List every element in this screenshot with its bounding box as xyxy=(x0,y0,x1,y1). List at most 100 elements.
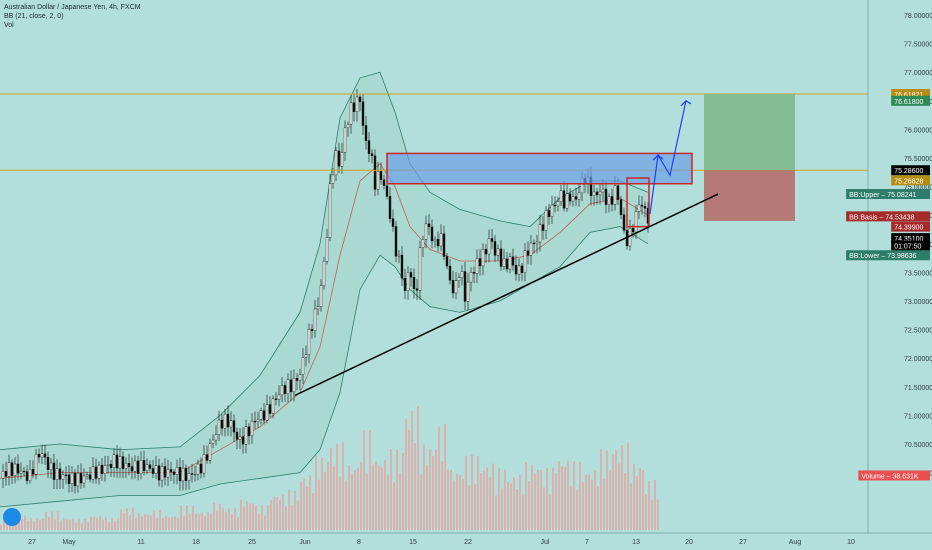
volume-bar xyxy=(306,486,308,530)
volume-bar xyxy=(501,488,503,530)
volume-bar xyxy=(96,517,98,530)
candle-body xyxy=(505,258,509,270)
volume-bar xyxy=(483,470,485,530)
volume-bar xyxy=(495,495,497,530)
price-label-bg xyxy=(858,470,930,481)
volume-bar xyxy=(345,480,347,530)
candle-body xyxy=(334,150,338,176)
candle-body xyxy=(532,242,536,245)
candle-body xyxy=(13,463,17,476)
price-label-bg xyxy=(891,240,930,251)
price-axis-label[interactable]: BB:Basis – 74.53438 xyxy=(846,211,930,222)
volume-bar xyxy=(537,469,539,530)
volume-indicator-label[interactable]: Vol xyxy=(4,22,14,29)
time-tick-label: 27 xyxy=(739,539,747,546)
candle-body xyxy=(280,385,284,396)
tradingview-logo-icon[interactable] xyxy=(3,508,21,526)
candle-body xyxy=(178,466,182,482)
price-axis-label[interactable]: Volume – 38.631K xyxy=(858,470,930,481)
volume-bar xyxy=(429,448,431,530)
target-profit-box xyxy=(704,94,795,171)
candle-body xyxy=(163,466,167,478)
candle-body xyxy=(613,185,617,205)
volume-bar xyxy=(597,486,599,530)
candle-body xyxy=(301,357,305,375)
volume-bar xyxy=(189,513,191,530)
candle-body xyxy=(34,453,38,475)
volume-bar xyxy=(549,494,551,530)
volume-bar xyxy=(273,496,275,530)
candle-body xyxy=(16,463,20,474)
candle-body xyxy=(406,272,410,291)
candle-body xyxy=(502,258,506,267)
candle-body xyxy=(169,469,173,473)
candle-body xyxy=(286,379,290,394)
candle-body xyxy=(571,196,575,202)
candle-body xyxy=(28,469,32,481)
candle-body xyxy=(136,460,140,474)
price-axis-label[interactable]: 74.39900 xyxy=(891,221,930,232)
candle-body xyxy=(103,465,107,474)
arrow-head-icon xyxy=(680,100,692,107)
candle-body xyxy=(145,464,149,471)
price-axis-label[interactable]: 76.61821 xyxy=(891,89,930,100)
price-tick-label: 70.50000 xyxy=(904,442,932,449)
volume-bar xyxy=(171,516,173,530)
volume-bar xyxy=(405,418,407,530)
candle-body xyxy=(610,196,614,205)
candle-body xyxy=(622,214,626,231)
candle-body xyxy=(466,281,470,302)
volume-bar xyxy=(207,511,209,530)
volume-bar xyxy=(618,463,620,530)
volume-bar xyxy=(474,483,476,530)
time-tick-label: 13 xyxy=(632,539,640,546)
volume-bar xyxy=(462,479,464,530)
volume-bar xyxy=(87,522,89,530)
price-axis-label[interactable]: 74.35100 xyxy=(891,233,930,244)
volume-bar xyxy=(636,476,638,530)
candle-body xyxy=(229,420,233,428)
volume-bar xyxy=(453,480,455,530)
volume-bar xyxy=(651,499,653,530)
candle-body xyxy=(73,472,77,487)
candle-body xyxy=(385,185,389,197)
volume-bar xyxy=(141,516,143,530)
volume-bar xyxy=(222,507,224,530)
volume-bar xyxy=(477,456,479,530)
bb-indicator-label[interactable]: BB (21, close, 2, 0) xyxy=(4,13,64,20)
candle-body xyxy=(70,472,74,484)
candle-body xyxy=(427,223,431,228)
volume-bar xyxy=(594,470,596,530)
price-axis-label[interactable]: 75.28600 xyxy=(891,165,930,176)
price-axis-label[interactable]: 01:07:50 xyxy=(891,240,930,251)
candle-body xyxy=(346,124,350,129)
volume-bar xyxy=(414,443,416,530)
candle-body xyxy=(226,413,230,428)
volume-bar xyxy=(630,483,632,530)
volume-bar xyxy=(426,464,428,530)
candle-body xyxy=(298,374,302,381)
volume-bar xyxy=(381,467,383,530)
price-axis-label[interactable]: 76.61800 xyxy=(891,95,930,106)
candle-body xyxy=(202,454,206,474)
volume-bar xyxy=(438,426,440,530)
time-tick-label: Aug xyxy=(789,539,802,546)
time-tick-label: 11 xyxy=(137,539,144,546)
volume-bar xyxy=(543,487,545,530)
candle-body xyxy=(391,218,395,227)
symbol-title[interactable]: Australian Dollar / Japanese Yen, 4h, FX… xyxy=(4,4,141,11)
volume-bar xyxy=(390,448,392,530)
volume-bar xyxy=(621,445,623,530)
volume-bar xyxy=(45,512,47,530)
candle-body xyxy=(478,258,482,267)
volume-bar xyxy=(243,506,245,530)
candle-body xyxy=(376,171,380,190)
volume-bar xyxy=(411,410,413,530)
volume-bar xyxy=(54,519,56,530)
candle-body xyxy=(58,468,62,480)
price-axis-label[interactable]: 75.26828 xyxy=(891,175,930,186)
price-axis-label[interactable]: BB:Upper – 75.08241 xyxy=(846,189,930,200)
candle-body xyxy=(637,204,641,212)
price-axis-label[interactable]: BB:Lower – 73.98636 xyxy=(846,250,930,261)
